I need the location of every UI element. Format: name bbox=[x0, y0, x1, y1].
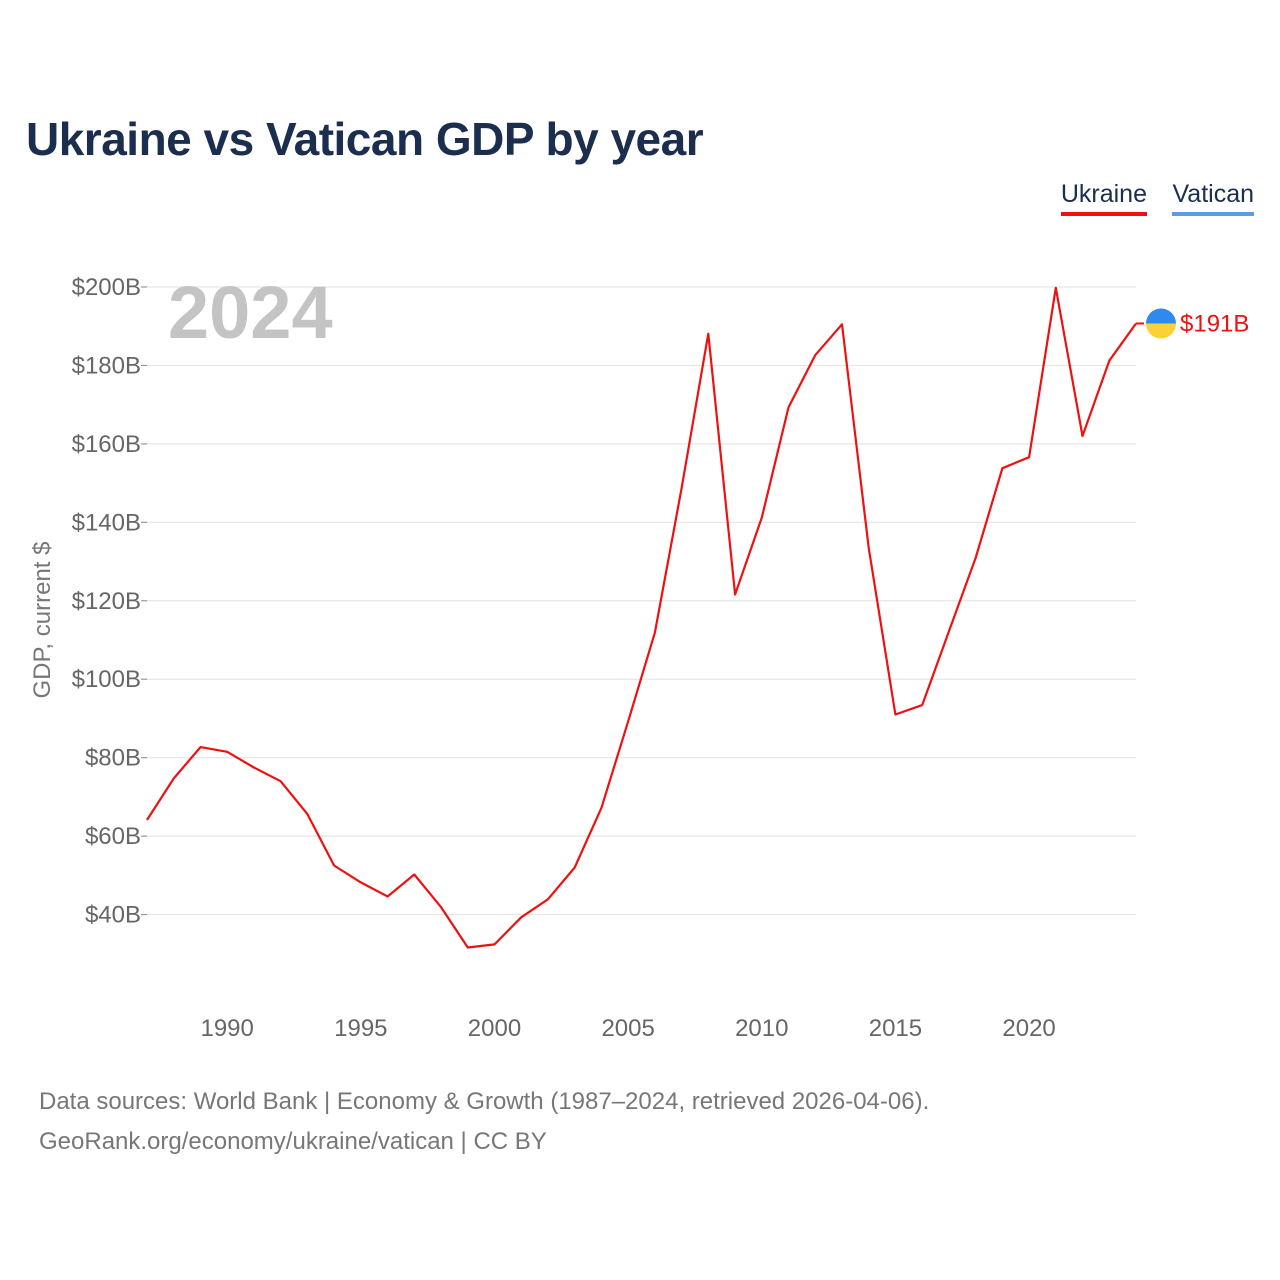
y-tick-label-180: $180B bbox=[72, 352, 141, 379]
legend-ukraine[interactable]: Ukraine bbox=[1060, 180, 1147, 216]
chart-title: Ukraine vs Vatican GDP by year bbox=[26, 113, 704, 165]
data-point-ukraine-1996[interactable] bbox=[385, 894, 391, 900]
data-point-ukraine-1988[interactable] bbox=[171, 775, 177, 781]
footer: Data sources: World Bank | Economy & Gro… bbox=[39, 1082, 929, 1162]
data-point-ukraine-2010[interactable] bbox=[759, 515, 765, 521]
y-axis-ticks: $200B $180B $160B $140B $120B $100B $80B $60B $4… bbox=[72, 274, 147, 929]
x-axis-ticks: 1990 1995 2000 2005 2010 2015 2020 bbox=[200, 1015, 1055, 1042]
data-point-ukraine-2008[interactable] bbox=[705, 331, 711, 337]
data-point-ukraine-1995[interactable] bbox=[358, 879, 364, 885]
y-tick-label-140: $140B bbox=[72, 509, 141, 536]
data-point-ukraine-1994[interactable] bbox=[331, 863, 337, 869]
data-point-ukraine-2007[interactable] bbox=[679, 485, 685, 491]
x-tick-label-2000: 2000 bbox=[468, 1015, 521, 1042]
data-point-ukraine-2013[interactable] bbox=[839, 321, 845, 327]
flag-bottom-half bbox=[1146, 323, 1176, 339]
y-tick-label-80: $80B bbox=[85, 745, 141, 772]
data-point-ukraine-2021[interactable] bbox=[1053, 285, 1059, 291]
y-axis-label: GDP, current $ bbox=[29, 542, 56, 699]
flag-top-half bbox=[1146, 308, 1176, 324]
data-point-ukraine-2019[interactable] bbox=[999, 465, 1005, 471]
data-point-ukraine-2017[interactable] bbox=[946, 628, 952, 634]
data-point-ukraine-1990[interactable] bbox=[224, 749, 230, 755]
x-tick-label-2020: 2020 bbox=[1002, 1015, 1055, 1042]
x-tick-label-1990: 1990 bbox=[200, 1015, 253, 1042]
data-point-ukraine-2022[interactable] bbox=[1080, 433, 1086, 439]
end-marker: $191B bbox=[1136, 308, 1249, 339]
data-point-ukraine-2005[interactable] bbox=[625, 719, 631, 725]
gridlines bbox=[147, 286, 1136, 916]
y-tick-label-40: $40B bbox=[85, 902, 141, 929]
data-point-ukraine-1992[interactable] bbox=[278, 778, 284, 784]
x-tick-label-2015: 2015 bbox=[869, 1015, 922, 1042]
data-point-ukraine-2023[interactable] bbox=[1106, 358, 1112, 364]
data-point-ukraine-1998[interactable] bbox=[438, 904, 444, 910]
data-point-ukraine-2018[interactable] bbox=[973, 555, 979, 561]
data-point-ukraine-2003[interactable] bbox=[572, 864, 578, 870]
data-point-ukraine-2001[interactable] bbox=[518, 914, 524, 920]
x-tick-label-2010: 2010 bbox=[735, 1015, 788, 1042]
data-point-ukraine-2014[interactable] bbox=[866, 545, 872, 551]
data-point-ukraine-2011[interactable] bbox=[786, 404, 792, 410]
y-tick-label-120: $120B bbox=[72, 588, 141, 615]
y-tick-label-100: $100B bbox=[72, 666, 141, 693]
year-watermark: 2024 bbox=[168, 271, 333, 354]
data-point-ukraine-2006[interactable] bbox=[652, 630, 658, 636]
data-point-ukraine-1989[interactable] bbox=[197, 744, 203, 750]
data-point-ukraine-2012[interactable] bbox=[812, 352, 818, 358]
data-point-ukraine-2009[interactable] bbox=[732, 592, 738, 598]
data-sources-text: Data sources: World Bank | Economy & Gro… bbox=[39, 1088, 930, 1115]
data-point-ukraine-1997[interactable] bbox=[411, 872, 417, 878]
data-point-ukraine-2015[interactable] bbox=[892, 712, 898, 718]
y-tick-label-60: $60B bbox=[85, 823, 141, 850]
series-lines bbox=[144, 285, 1137, 951]
y-tick-label-160: $160B bbox=[72, 431, 141, 458]
data-point-ukraine-2000[interactable] bbox=[491, 941, 497, 947]
data-point-ukraine-1991[interactable] bbox=[251, 764, 257, 770]
data-point-ukraine-1999[interactable] bbox=[465, 945, 471, 951]
legend-vatican[interactable]: Vatican bbox=[1172, 180, 1254, 216]
x-tick-label-1995: 1995 bbox=[334, 1015, 387, 1042]
y-tick-label-200: $200B bbox=[72, 274, 141, 301]
end-value-label: $191B bbox=[1180, 310, 1249, 337]
data-point-ukraine-2004[interactable] bbox=[598, 805, 604, 811]
data-point-ukraine-2020[interactable] bbox=[1026, 454, 1032, 460]
ukraine-flag-icon bbox=[1146, 308, 1176, 339]
series-line-ukraine[interactable] bbox=[146, 286, 1137, 949]
data-point-ukraine-2002[interactable] bbox=[545, 896, 551, 902]
x-tick-label-2005: 2005 bbox=[601, 1015, 654, 1042]
credit-link[interactable]: GeoRank.org/economy/ukraine/vatican | CC… bbox=[39, 1128, 547, 1155]
data-point-ukraine-2016[interactable] bbox=[919, 702, 925, 708]
data-point-ukraine-1987[interactable] bbox=[144, 817, 150, 823]
data-point-ukraine-1993[interactable] bbox=[304, 811, 310, 817]
